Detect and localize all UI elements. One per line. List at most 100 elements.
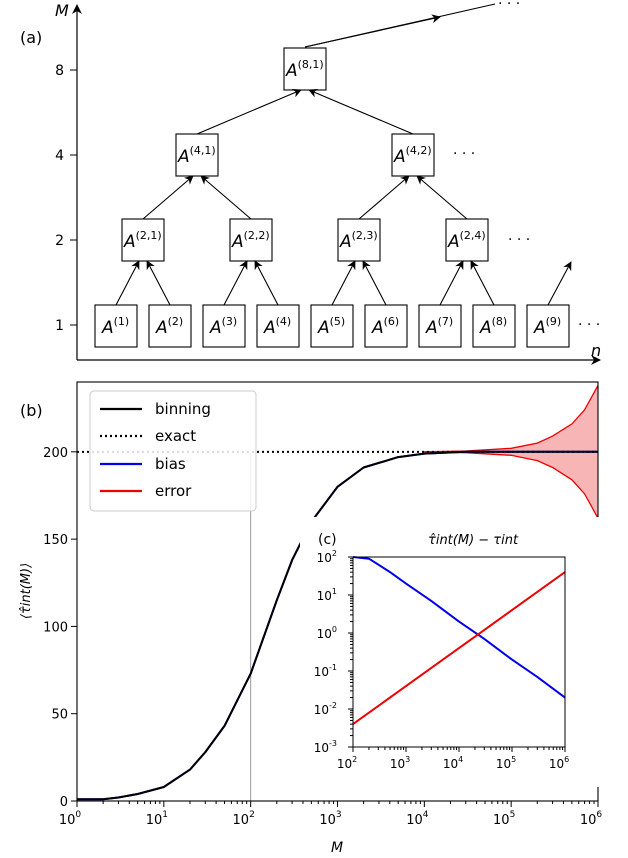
block-box-frame bbox=[472, 304, 516, 348]
panel-c-label: (c) bbox=[318, 532, 337, 548]
block-box-label: A(5) bbox=[317, 315, 345, 338]
block-box-label: A(8,1) bbox=[285, 58, 324, 81]
tree-arrow bbox=[146, 260, 171, 306]
tree-arrow bbox=[331, 260, 356, 306]
block-box: A(2,4) bbox=[445, 218, 489, 262]
block-box-label: A(4,1) bbox=[177, 144, 216, 167]
panel-b-y-axis-label: ⟨τ̂int(M)⟩ bbox=[19, 563, 34, 619]
legend-label-error: error bbox=[155, 482, 192, 500]
block-box: A(8,1) bbox=[283, 47, 327, 91]
block-box: A(3) bbox=[202, 304, 246, 348]
tree-arrow bbox=[142, 175, 194, 220]
block-box-label: A(2) bbox=[155, 315, 183, 338]
block-box-frame bbox=[283, 47, 327, 91]
y-tick-label: 50 bbox=[51, 708, 68, 723]
panel-b-label: (b) bbox=[20, 401, 43, 420]
panel-a-y-ticks: 1 2 4 8 bbox=[55, 63, 77, 334]
ellipsis-level-1: · · · bbox=[578, 317, 600, 333]
block-box-label: A(7) bbox=[425, 315, 453, 338]
tree-arrow bbox=[223, 260, 248, 306]
panel-b-y-ticks: 0 50 100 150 200 bbox=[43, 446, 77, 810]
panel-a-ytick-label: 8 bbox=[55, 63, 64, 79]
x-tick-label: 101 bbox=[146, 810, 168, 828]
inset-series-bias bbox=[352, 556, 566, 699]
legend-box bbox=[89, 390, 257, 512]
block-box-frame bbox=[445, 218, 489, 262]
panel-a-y-axis-label: M bbox=[55, 1, 69, 20]
inset-background bbox=[300, 517, 600, 787]
block-box: A(4,2) bbox=[391, 133, 435, 177]
panel-a-ytick-label: 2 bbox=[55, 233, 64, 249]
tree-arrow bbox=[547, 261, 572, 306]
tree-arrow bbox=[115, 260, 140, 306]
x-tick-label: 102 bbox=[233, 810, 255, 828]
y-tick-label: 0 bbox=[60, 795, 68, 810]
panel-a-boxes: A(1) A(2) A(3) A(4) A(5) A(6) A(7) A(8) A(9) A(2,… bbox=[94, 47, 570, 348]
y-tick-label: 150 bbox=[43, 533, 68, 548]
panel-b-chart: (b) 100 101 102 103 104 105 106 0 50 100 150 200 M… bbox=[19, 381, 603, 856]
series-binning bbox=[77, 450, 598, 801]
ellipsis-level-2: · · · bbox=[508, 232, 530, 248]
y-tick-label: 100 bbox=[43, 620, 68, 635]
block-box-label: A(2,3) bbox=[339, 229, 378, 252]
ellipsis-top: · · · bbox=[498, 0, 520, 12]
block-box-label: A(4) bbox=[263, 315, 291, 338]
block-box: A(2,3) bbox=[337, 218, 381, 262]
block-box-frame bbox=[121, 218, 165, 262]
tree-arrow bbox=[358, 175, 410, 220]
block-box-frame bbox=[229, 218, 273, 262]
panel-b-legend: binning exact bias error bbox=[89, 390, 257, 512]
x-tick-label: 105 bbox=[493, 810, 515, 828]
error-band-upper bbox=[424, 385, 599, 453]
x-tick-label: 106 bbox=[580, 810, 603, 828]
block-box-label: A(9) bbox=[533, 315, 561, 338]
block-box-label: A(2,4) bbox=[447, 229, 486, 252]
block-box-frame bbox=[310, 304, 354, 348]
legend-label-bias: bias bbox=[155, 455, 186, 473]
tree-arrow bbox=[304, 14, 441, 48]
tree-arrow bbox=[416, 175, 468, 220]
block-box: A(2) bbox=[148, 304, 192, 348]
block-box: A(7) bbox=[418, 304, 462, 348]
block-box-label: A(4,2) bbox=[393, 144, 432, 167]
tree-arrow bbox=[470, 260, 495, 306]
block-box-label: A(8) bbox=[479, 315, 507, 338]
block-box: A(4) bbox=[256, 304, 300, 348]
inset-series-error bbox=[352, 571, 566, 725]
panel-c-inset-chart: (c) τ̂int(M) − τint 102 103 104 105 106 10-3… bbox=[300, 517, 600, 787]
tree-arrow bbox=[308, 89, 414, 135]
panel-b-x-axis-label: M bbox=[331, 840, 343, 856]
block-box: A(1) bbox=[94, 304, 138, 348]
block-box-label: A(2,1) bbox=[123, 229, 162, 252]
block-box-label: A(3) bbox=[209, 315, 237, 338]
error-band-lower bbox=[424, 451, 599, 519]
tree-arrow bbox=[254, 260, 279, 306]
tree-arrow bbox=[200, 175, 252, 220]
x-tick-label: 100 bbox=[59, 810, 82, 828]
block-box-label: A(6) bbox=[371, 315, 399, 338]
x-tick-label: 104 bbox=[406, 810, 429, 828]
ellipsis-level-4: · · · bbox=[453, 146, 475, 162]
block-box: A(4,1) bbox=[175, 133, 219, 177]
tree-arrow bbox=[196, 89, 302, 135]
block-box: A(9) bbox=[526, 304, 570, 348]
block-box-label: A(2,2) bbox=[231, 229, 270, 252]
tree-arrow bbox=[439, 260, 464, 306]
panel-c-title: τ̂int(M) − τint bbox=[428, 533, 519, 548]
block-box-frame bbox=[391, 133, 435, 177]
tree-arrow bbox=[362, 260, 387, 306]
block-box-frame bbox=[418, 304, 462, 348]
panel-b-x-ticks: 100 101 102 103 104 105 106 bbox=[59, 801, 603, 828]
x-tick-label: 103 bbox=[319, 810, 341, 828]
block-box: A(6) bbox=[364, 304, 408, 348]
block-box-frame bbox=[256, 304, 300, 348]
legend-label-binning: binning bbox=[155, 400, 211, 418]
panel-a-x-axis-label: n bbox=[591, 341, 601, 360]
block-box: A(2,2) bbox=[229, 218, 273, 262]
block-box-frame bbox=[202, 304, 246, 348]
block-box: A(5) bbox=[310, 304, 354, 348]
block-box-label: A(1) bbox=[101, 315, 129, 338]
panel-a-ytick-label: 1 bbox=[55, 318, 64, 334]
block-box: A(8) bbox=[472, 304, 516, 348]
block-box-frame bbox=[94, 304, 138, 348]
